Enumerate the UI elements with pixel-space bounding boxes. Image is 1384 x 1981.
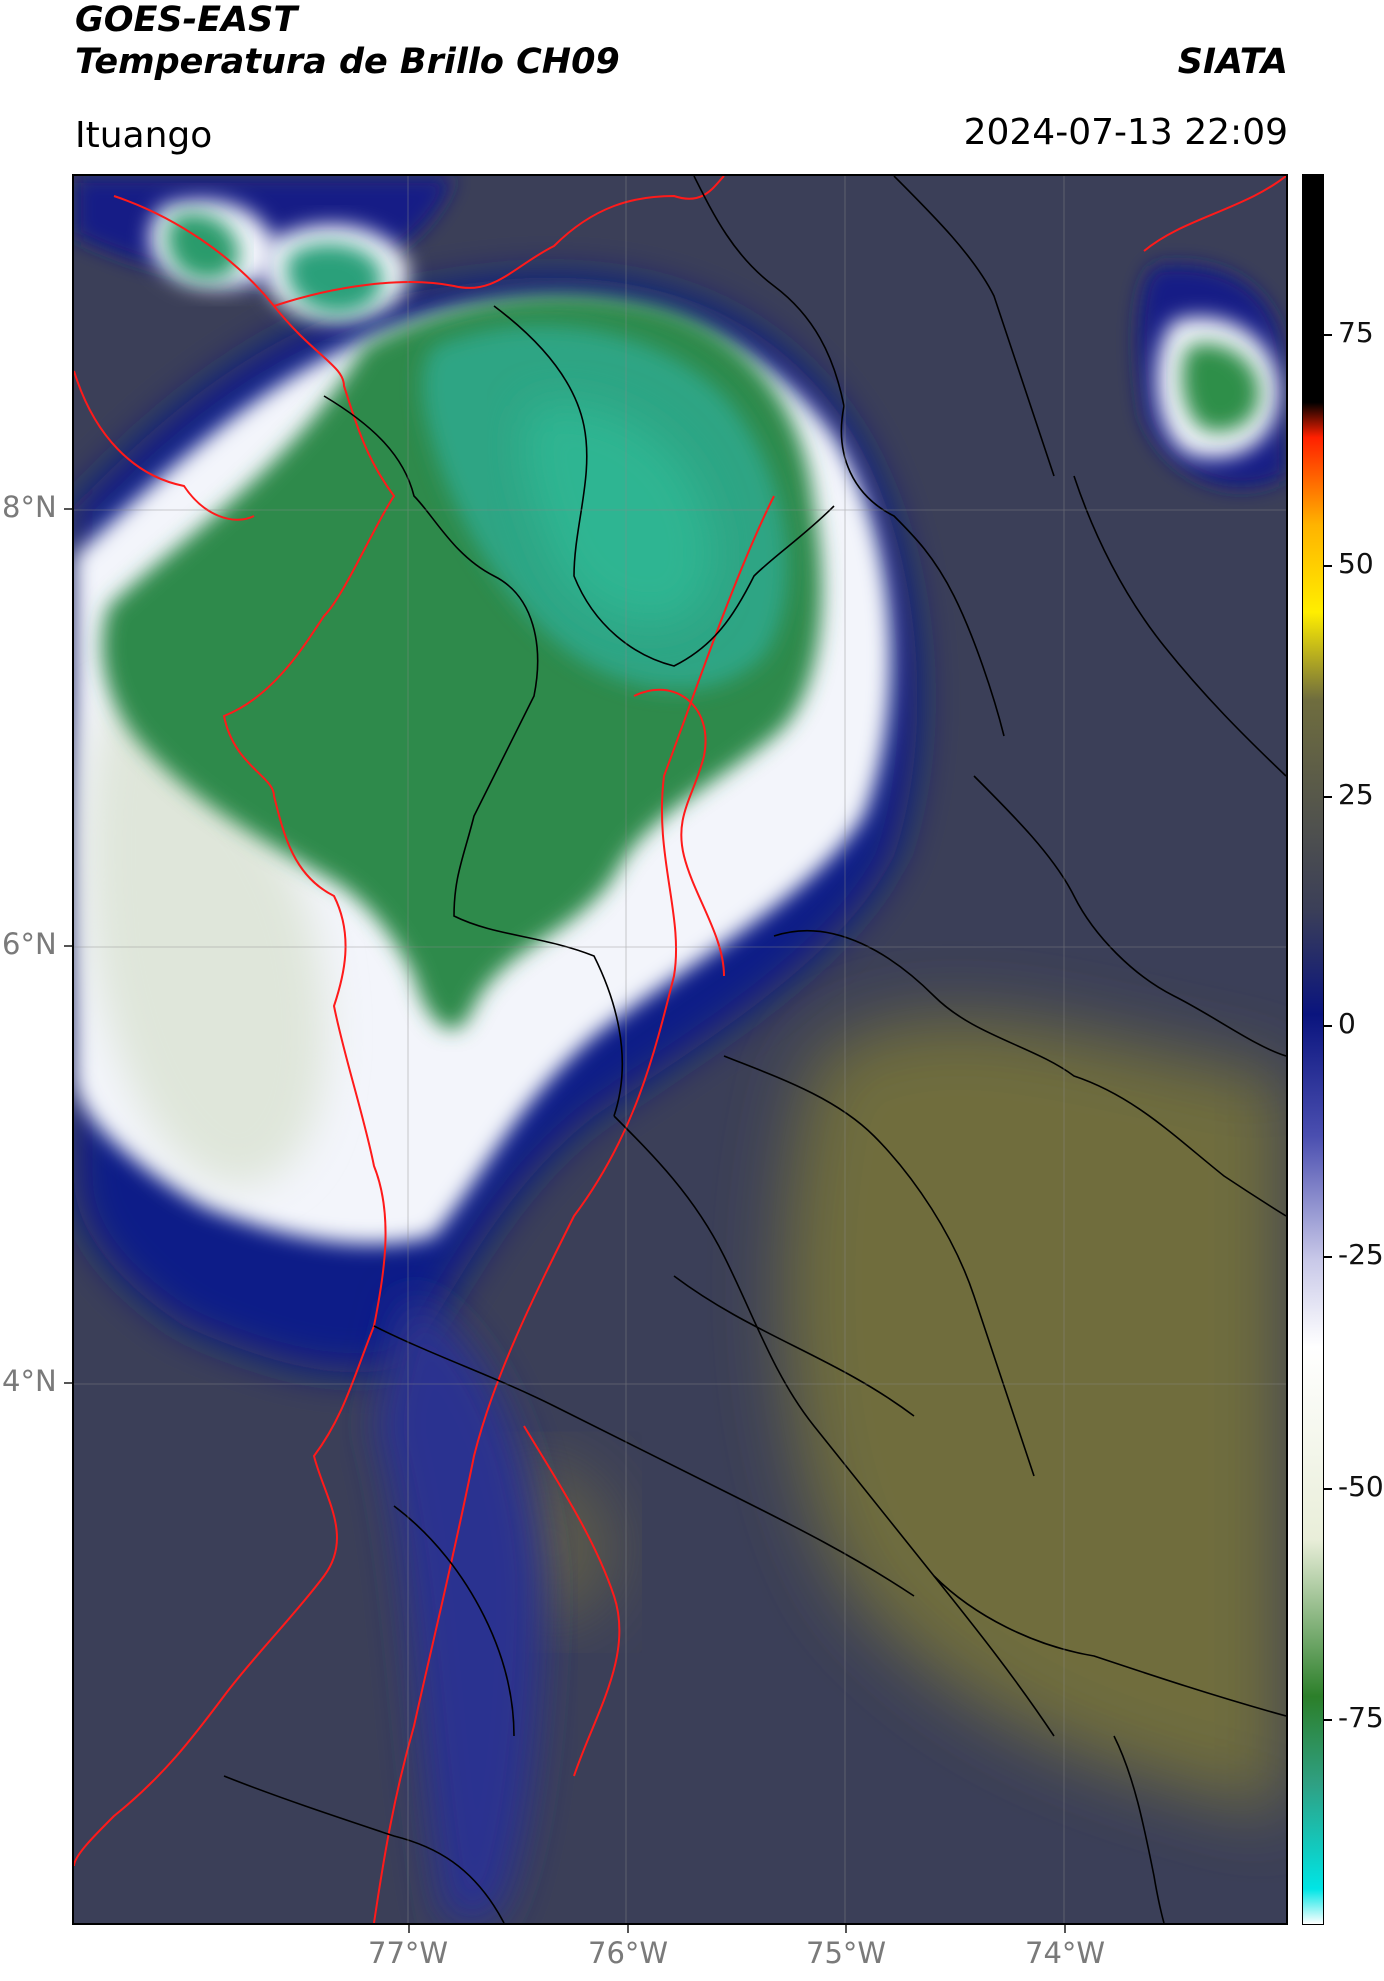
lon-tick-mark [1064, 1925, 1066, 1933]
brightness-temperature-field [74, 176, 1286, 1923]
colorbar-tick [1324, 334, 1332, 336]
colorbar-label-neg75: -75 [1338, 1701, 1384, 1734]
lon-tick-mark [845, 1925, 847, 1933]
lat-label-8n: 8°N [2, 490, 57, 524]
location-label: Ituango [75, 115, 213, 156]
brand-label: SIATA [1177, 42, 1288, 82]
lon-tick-mark [627, 1925, 629, 1933]
lat-tick-mark [64, 945, 72, 947]
colorbar-tick [1324, 1256, 1332, 1258]
lat-tick-mark [64, 508, 72, 510]
colorbar [1302, 174, 1324, 1925]
cloud-band-southwest [88, 696, 326, 1186]
coldest-core [524, 404, 713, 623]
anvil-band-south [374, 1296, 544, 1923]
lon-tick-mark [408, 1925, 410, 1933]
satellite-map[interactable] [72, 174, 1288, 1925]
colorbar-tick [1324, 1025, 1332, 1027]
colorbar-label-neg25: -25 [1338, 1238, 1384, 1271]
satellite-title: GOES-EAST [75, 0, 298, 40]
lat-tick-mark [64, 1382, 72, 1384]
colorbar-label-50: 50 [1338, 547, 1374, 580]
municipal-borders [223, 176, 1286, 1923]
graticule [74, 176, 1286, 1923]
datetime-label: 2024-07-13 22:09 [963, 112, 1288, 153]
colorbar-tick [1324, 1719, 1332, 1721]
lon-label-75w: 75°W [806, 1936, 887, 1970]
cold-top-north-2 [286, 243, 383, 314]
product-title: Temperatura de Brillo CH09 [75, 42, 620, 82]
department-borders [74, 176, 1286, 1923]
lat-label-4n: 4°N [2, 1364, 57, 1398]
warm-area-east [783, 1016, 1286, 1816]
lon-label-76w: 76°W [588, 1936, 669, 1970]
colorbar-label-25: 25 [1338, 778, 1374, 811]
colorbar-tick [1324, 1488, 1332, 1490]
lat-label-6n: 6°N [2, 927, 57, 961]
lon-label-77w: 77°W [368, 1936, 449, 1970]
colorbar-tick [1324, 796, 1332, 798]
colorbar-tick [1324, 565, 1332, 567]
cold-top-northeast [1181, 343, 1260, 432]
colorbar-label-0: 0 [1338, 1007, 1356, 1040]
colorbar-label-75: 75 [1338, 316, 1374, 349]
lon-label-74w: 74°W [1025, 1936, 1106, 1970]
colorbar-label-neg50: -50 [1338, 1470, 1384, 1503]
